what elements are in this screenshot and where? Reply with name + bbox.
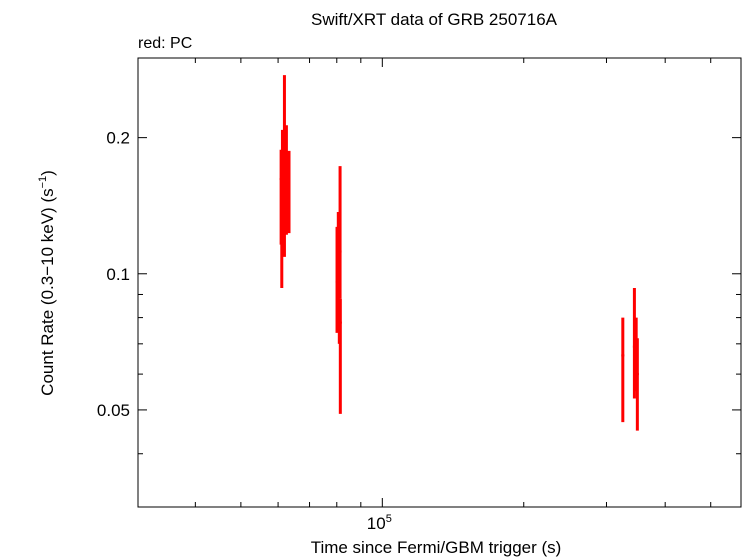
y-axis-label: Count Rate (0.3−10 keV) (s−1) <box>37 170 57 396</box>
x-tick-label-base: 10 <box>367 514 386 533</box>
data-point <box>338 166 342 299</box>
data-point <box>621 317 625 423</box>
x-tick-label: 105 <box>367 513 392 533</box>
y-tick-label: 0.2 <box>106 129 130 148</box>
data-points <box>279 75 639 431</box>
chart-title: Swift/XRT data of GRB 250716A <box>311 10 558 29</box>
y-tick-labels: 0.2 0.1 0.05 <box>97 129 130 420</box>
y-axis-label-exponent: −1 <box>37 176 49 189</box>
data-point <box>284 125 288 235</box>
y-axis-label-main: Count Rate (0.3−10 keV) (s <box>38 188 57 395</box>
data-point <box>635 338 639 431</box>
data-point <box>287 150 291 234</box>
x-tick-label-exponent: 5 <box>386 513 392 525</box>
x-axis-label: Time since Fermi/GBM trigger (s) <box>311 538 562 557</box>
y-axis-label-tail: ) <box>38 170 57 176</box>
y-tick-label: 0.1 <box>106 265 130 284</box>
data-point <box>338 298 342 414</box>
x-tick-labels: 105 <box>367 513 392 533</box>
axis-ticks <box>138 57 741 507</box>
plot-frame <box>137 57 742 508</box>
y-tick-label: 0.05 <box>97 401 130 420</box>
data-point <box>280 160 284 289</box>
chart-subtitle: red: PC <box>138 35 192 52</box>
